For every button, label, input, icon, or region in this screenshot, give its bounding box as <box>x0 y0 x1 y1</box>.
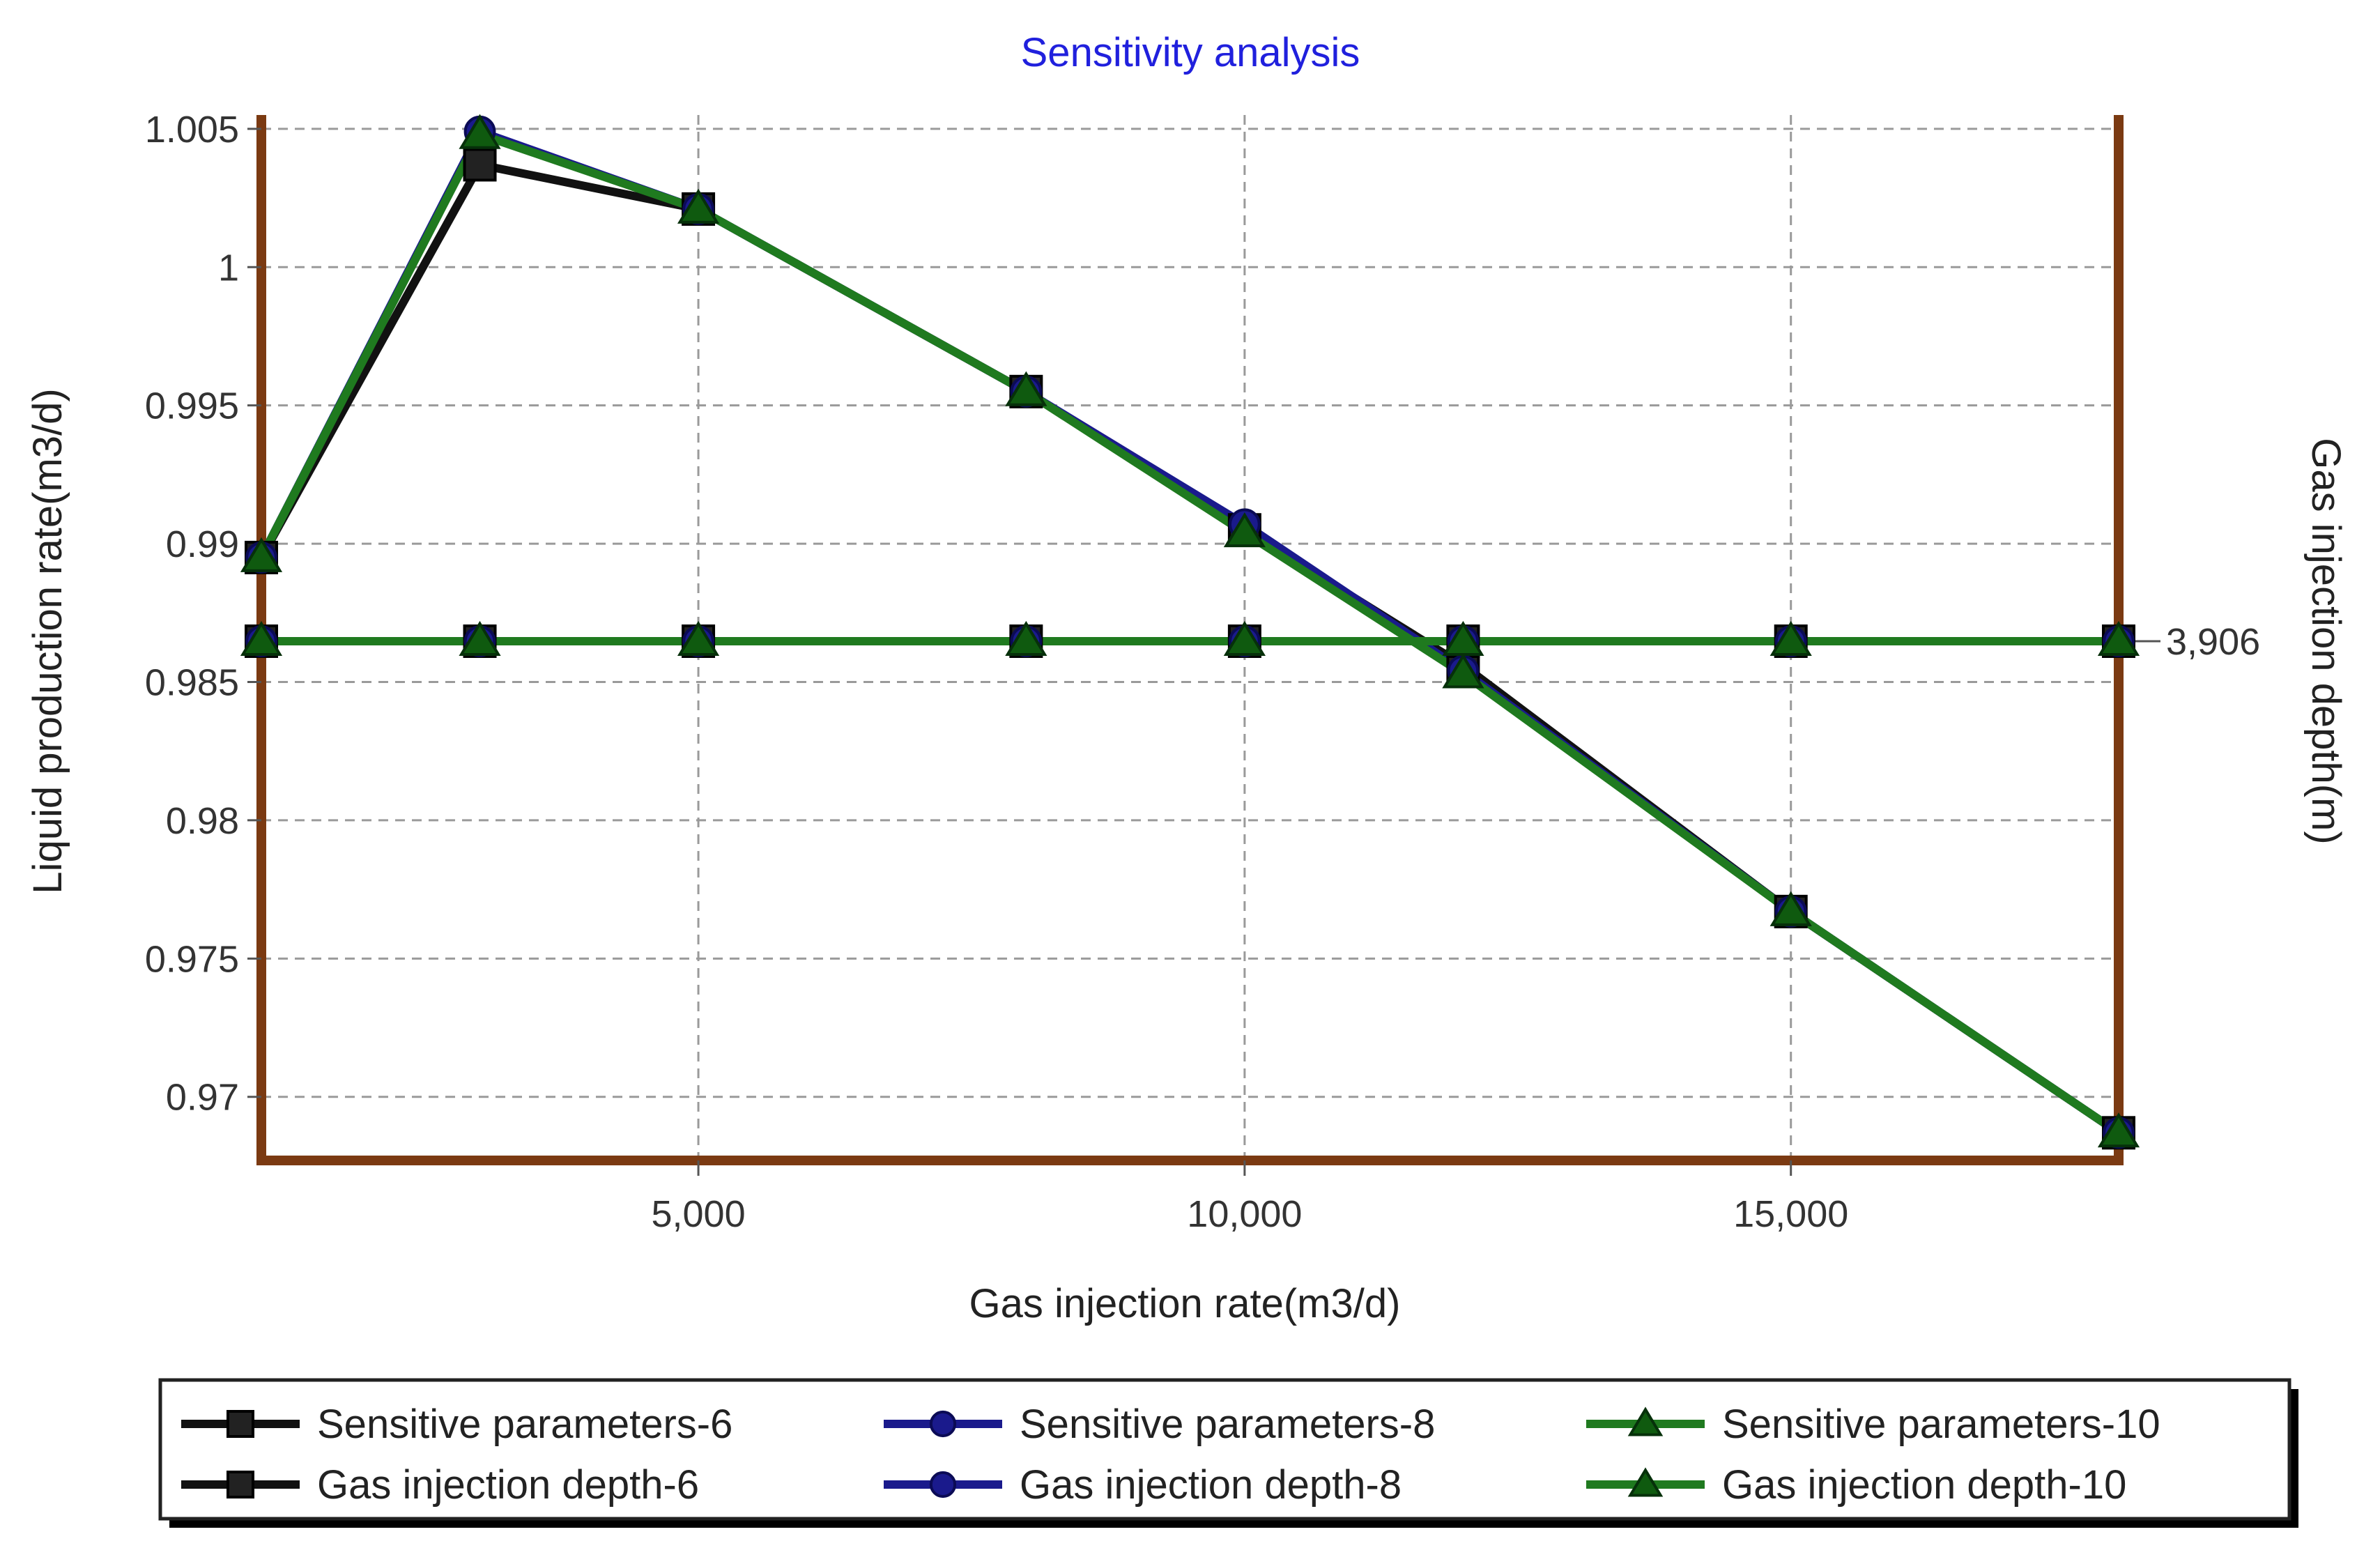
data-point <box>1442 653 1484 689</box>
legend-label: Gas injection depth-6 <box>317 1462 699 1508</box>
legend: Sensitive parameters-6 Sensitive paramete… <box>158 1378 2298 1528</box>
legend-label: Gas injection depth-8 <box>1020 1462 1402 1508</box>
data-point <box>1442 620 1484 656</box>
y-tick-label: 1.005 <box>145 109 239 151</box>
y-tick-label: 0.98 <box>166 800 239 842</box>
series-line <box>257 130 2121 1137</box>
x-tick-label: 15,000 <box>1733 1193 1848 1235</box>
legend-swatch-marker <box>1627 1406 1664 1436</box>
legend-swatch-marker <box>227 1471 254 1498</box>
data-point <box>1223 512 1266 548</box>
legend-item: Sensitive parameters-8 <box>884 1402 1435 1447</box>
x-tick-label: 5,000 <box>651 1193 745 1235</box>
legend-item: Gas injection depth-10 <box>1586 1462 2126 1508</box>
legend-label: Gas injection depth-10 <box>1722 1462 2126 1508</box>
legend-item: Sensitive parameters-10 <box>1586 1402 2160 1447</box>
y-tick-label: 0.97 <box>166 1077 239 1119</box>
data-point <box>2097 620 2140 656</box>
legend-box <box>158 1378 2291 1521</box>
y-tick-label: 0.975 <box>145 938 239 980</box>
x-axis-title: Gas injection rate(m3/d) <box>969 1281 1401 1326</box>
x-axis-ticks: 5,000 10,000 15,000 <box>651 640 2160 1235</box>
legend-items: Sensitive parameters-6 Sensitive paramete… <box>181 1402 2160 1508</box>
y-tick-label: 1 <box>218 247 239 289</box>
series-line <box>257 160 2121 1137</box>
y-axis-ticks: 0.97 0.975 0.98 0.985 0.99 0.995 1 1.005 <box>145 109 261 1119</box>
legend-label: Sensitive parameters-8 <box>1020 1402 1435 1447</box>
data-point <box>1769 891 1812 926</box>
chart-title: Sensitivity analysis <box>1021 30 1360 75</box>
series-lines <box>240 114 2140 1150</box>
x-tick-label: 10,000 <box>1187 1193 1302 1235</box>
data-point <box>1005 620 1047 656</box>
y-tick-label: 0.99 <box>166 523 239 565</box>
legend-item: Gas injection depth-8 <box>884 1462 1402 1508</box>
legend-swatch-marker <box>929 1471 957 1498</box>
data-point <box>463 148 497 182</box>
data-point <box>677 188 720 224</box>
data-point <box>2097 1112 2140 1148</box>
y-tick-label: 0.995 <box>145 385 239 427</box>
data-point <box>1005 371 1047 406</box>
legend-swatch-marker <box>1627 1467 1664 1497</box>
legend-item: Sensitive parameters-6 <box>181 1402 732 1447</box>
legend-item: Gas injection depth-6 <box>181 1462 699 1508</box>
series-line <box>257 127 2121 1137</box>
grid <box>261 115 2119 1160</box>
y-tick-label: 0.985 <box>145 661 239 703</box>
data-point <box>677 620 720 656</box>
y-axis-title: Liquid production rate(m3/d) <box>25 388 70 894</box>
data-point <box>1769 620 1812 656</box>
data-point <box>1223 620 1266 656</box>
y2-tick-label: 3,906 <box>2166 621 2260 663</box>
data-point <box>240 620 283 656</box>
data-point <box>459 114 501 149</box>
legend-swatch-marker <box>227 1410 254 1438</box>
y2-axis-title: Gas injection depth(m) <box>2303 438 2349 844</box>
legend-label: Sensitive parameters-6 <box>317 1402 732 1447</box>
legend-label: Sensitive parameters-10 <box>1722 1402 2160 1447</box>
legend-swatch-marker <box>929 1410 957 1438</box>
data-point <box>240 537 283 572</box>
data-point <box>459 620 501 656</box>
